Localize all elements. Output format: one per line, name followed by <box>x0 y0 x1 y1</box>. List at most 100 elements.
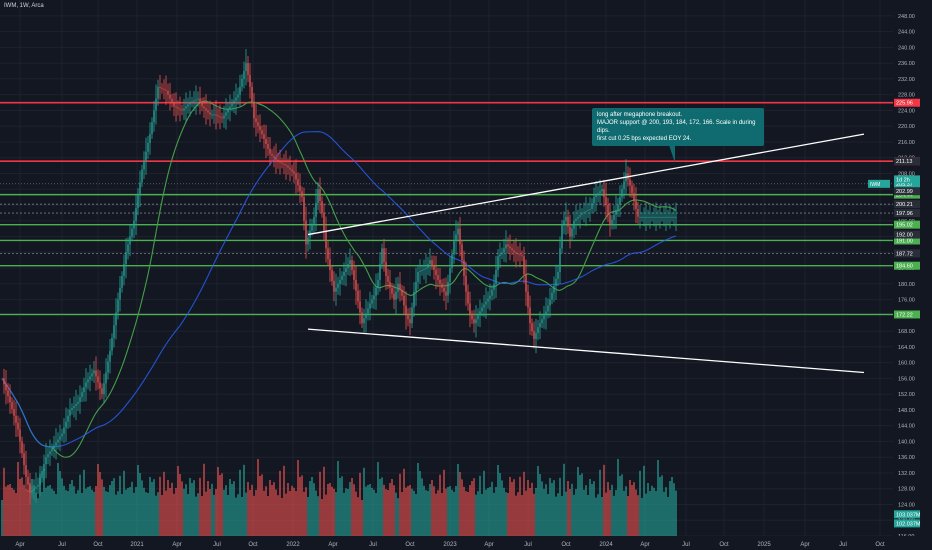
time-axis[interactable]: Apr Jul Oct 2021 Apr Jul Oct 2022 Apr Jul Oct 2023 A… <box>0 536 932 550</box>
volume-bar <box>121 494 123 536</box>
candle-body <box>521 255 523 257</box>
candle-body <box>91 373 93 377</box>
volume-bar <box>675 490 677 536</box>
candle-body <box>587 209 589 211</box>
candle-body <box>171 98 173 103</box>
candle-body <box>471 315 473 320</box>
volume-bar <box>603 464 605 536</box>
candle-body <box>515 252 517 254</box>
candle-body <box>389 281 391 288</box>
candle-body <box>579 214 581 217</box>
volume-bar <box>521 495 523 536</box>
volume-bar <box>209 489 211 536</box>
volume-bar <box>657 460 659 536</box>
volume-bar <box>115 494 117 536</box>
level-price-label-bg <box>894 209 920 218</box>
candle-body <box>129 236 131 245</box>
level-price-label-bg <box>894 200 920 209</box>
volume-bar <box>43 468 45 536</box>
volume-bar <box>205 491 207 536</box>
volume-bar <box>635 489 637 536</box>
candle-body <box>351 260 353 271</box>
volume-bar <box>145 492 147 536</box>
symbol-header[interactable]: IWM, 1W, Arca <box>4 3 44 9</box>
volume-bar <box>193 480 195 536</box>
candle-body <box>201 102 203 107</box>
volume-bar <box>53 490 55 536</box>
candle-body <box>99 382 101 389</box>
time-tick-label: Jul <box>524 542 532 548</box>
candle-body <box>251 86 253 103</box>
candle-body <box>669 216 671 218</box>
candle-body <box>121 275 123 288</box>
extra-price-label: 202.99 <box>896 189 913 195</box>
volume-bar <box>501 480 503 536</box>
volume-bar <box>105 491 107 536</box>
candle-body <box>163 88 165 90</box>
volume-bar <box>7 485 9 536</box>
volume-label-bg <box>894 510 920 519</box>
volume-bar <box>399 473 401 536</box>
candle-body <box>383 248 385 263</box>
price-tick-label: 128.00 <box>898 487 915 493</box>
volume-bar <box>353 484 355 536</box>
candle-body <box>277 159 279 162</box>
volume-bar <box>407 486 409 536</box>
volume-bar <box>587 495 589 536</box>
volume-bar <box>123 470 125 536</box>
volume-bar <box>607 482 609 536</box>
candle-body <box>223 115 225 119</box>
volume-bar <box>529 488 531 536</box>
annotation-callout[interactable]: long after megaphone breakout. MAJOR sup… <box>592 108 764 146</box>
candle-body <box>307 237 309 245</box>
candle-body <box>409 319 411 324</box>
volume-bar <box>445 488 447 536</box>
candle-body <box>431 260 433 266</box>
volume-bar <box>305 487 307 536</box>
volume-bar <box>269 480 271 536</box>
volume-bar <box>585 485 587 536</box>
volume-bar <box>547 494 549 536</box>
candle-body <box>131 228 133 237</box>
candle-body <box>185 106 187 109</box>
candle-body <box>479 311 481 316</box>
candle-body <box>645 216 647 218</box>
price-axis[interactable]: 116.00120.00124.00128.00132.00136.00140.… <box>868 0 932 550</box>
candle-body <box>235 97 237 101</box>
candle-body <box>565 216 567 221</box>
volume-bar <box>107 492 109 536</box>
volume-bar <box>461 479 463 536</box>
candle-body <box>653 216 655 218</box>
candle-body <box>559 248 561 272</box>
volume-bar <box>463 486 465 536</box>
candle-body <box>313 216 315 224</box>
candle-body <box>405 305 407 316</box>
candle-body <box>339 279 341 284</box>
volume-bar <box>93 491 95 536</box>
candle-body <box>539 323 541 328</box>
volume-bar <box>207 481 209 536</box>
volume-bar <box>77 490 79 536</box>
candle-body <box>407 315 409 320</box>
volume-bar <box>485 489 487 536</box>
candle-body <box>425 268 427 270</box>
volume-bar <box>21 477 23 536</box>
volume-bar <box>655 491 657 536</box>
volume-bar <box>361 500 363 536</box>
candle-body <box>525 273 527 292</box>
volume-bar <box>147 493 149 536</box>
volume-bar <box>641 498 643 536</box>
volume-bar <box>435 493 437 536</box>
volume-bar <box>303 491 305 536</box>
candle-body <box>203 106 205 109</box>
candle-body <box>217 115 219 117</box>
candle-body <box>259 126 261 131</box>
candle-body <box>151 122 153 135</box>
candle-body <box>315 203 317 217</box>
volume-bar <box>109 485 111 536</box>
volume-bar <box>575 489 577 536</box>
time-tick-label: Jul <box>839 542 847 548</box>
candle-body <box>107 361 109 373</box>
candle-body <box>531 323 533 332</box>
